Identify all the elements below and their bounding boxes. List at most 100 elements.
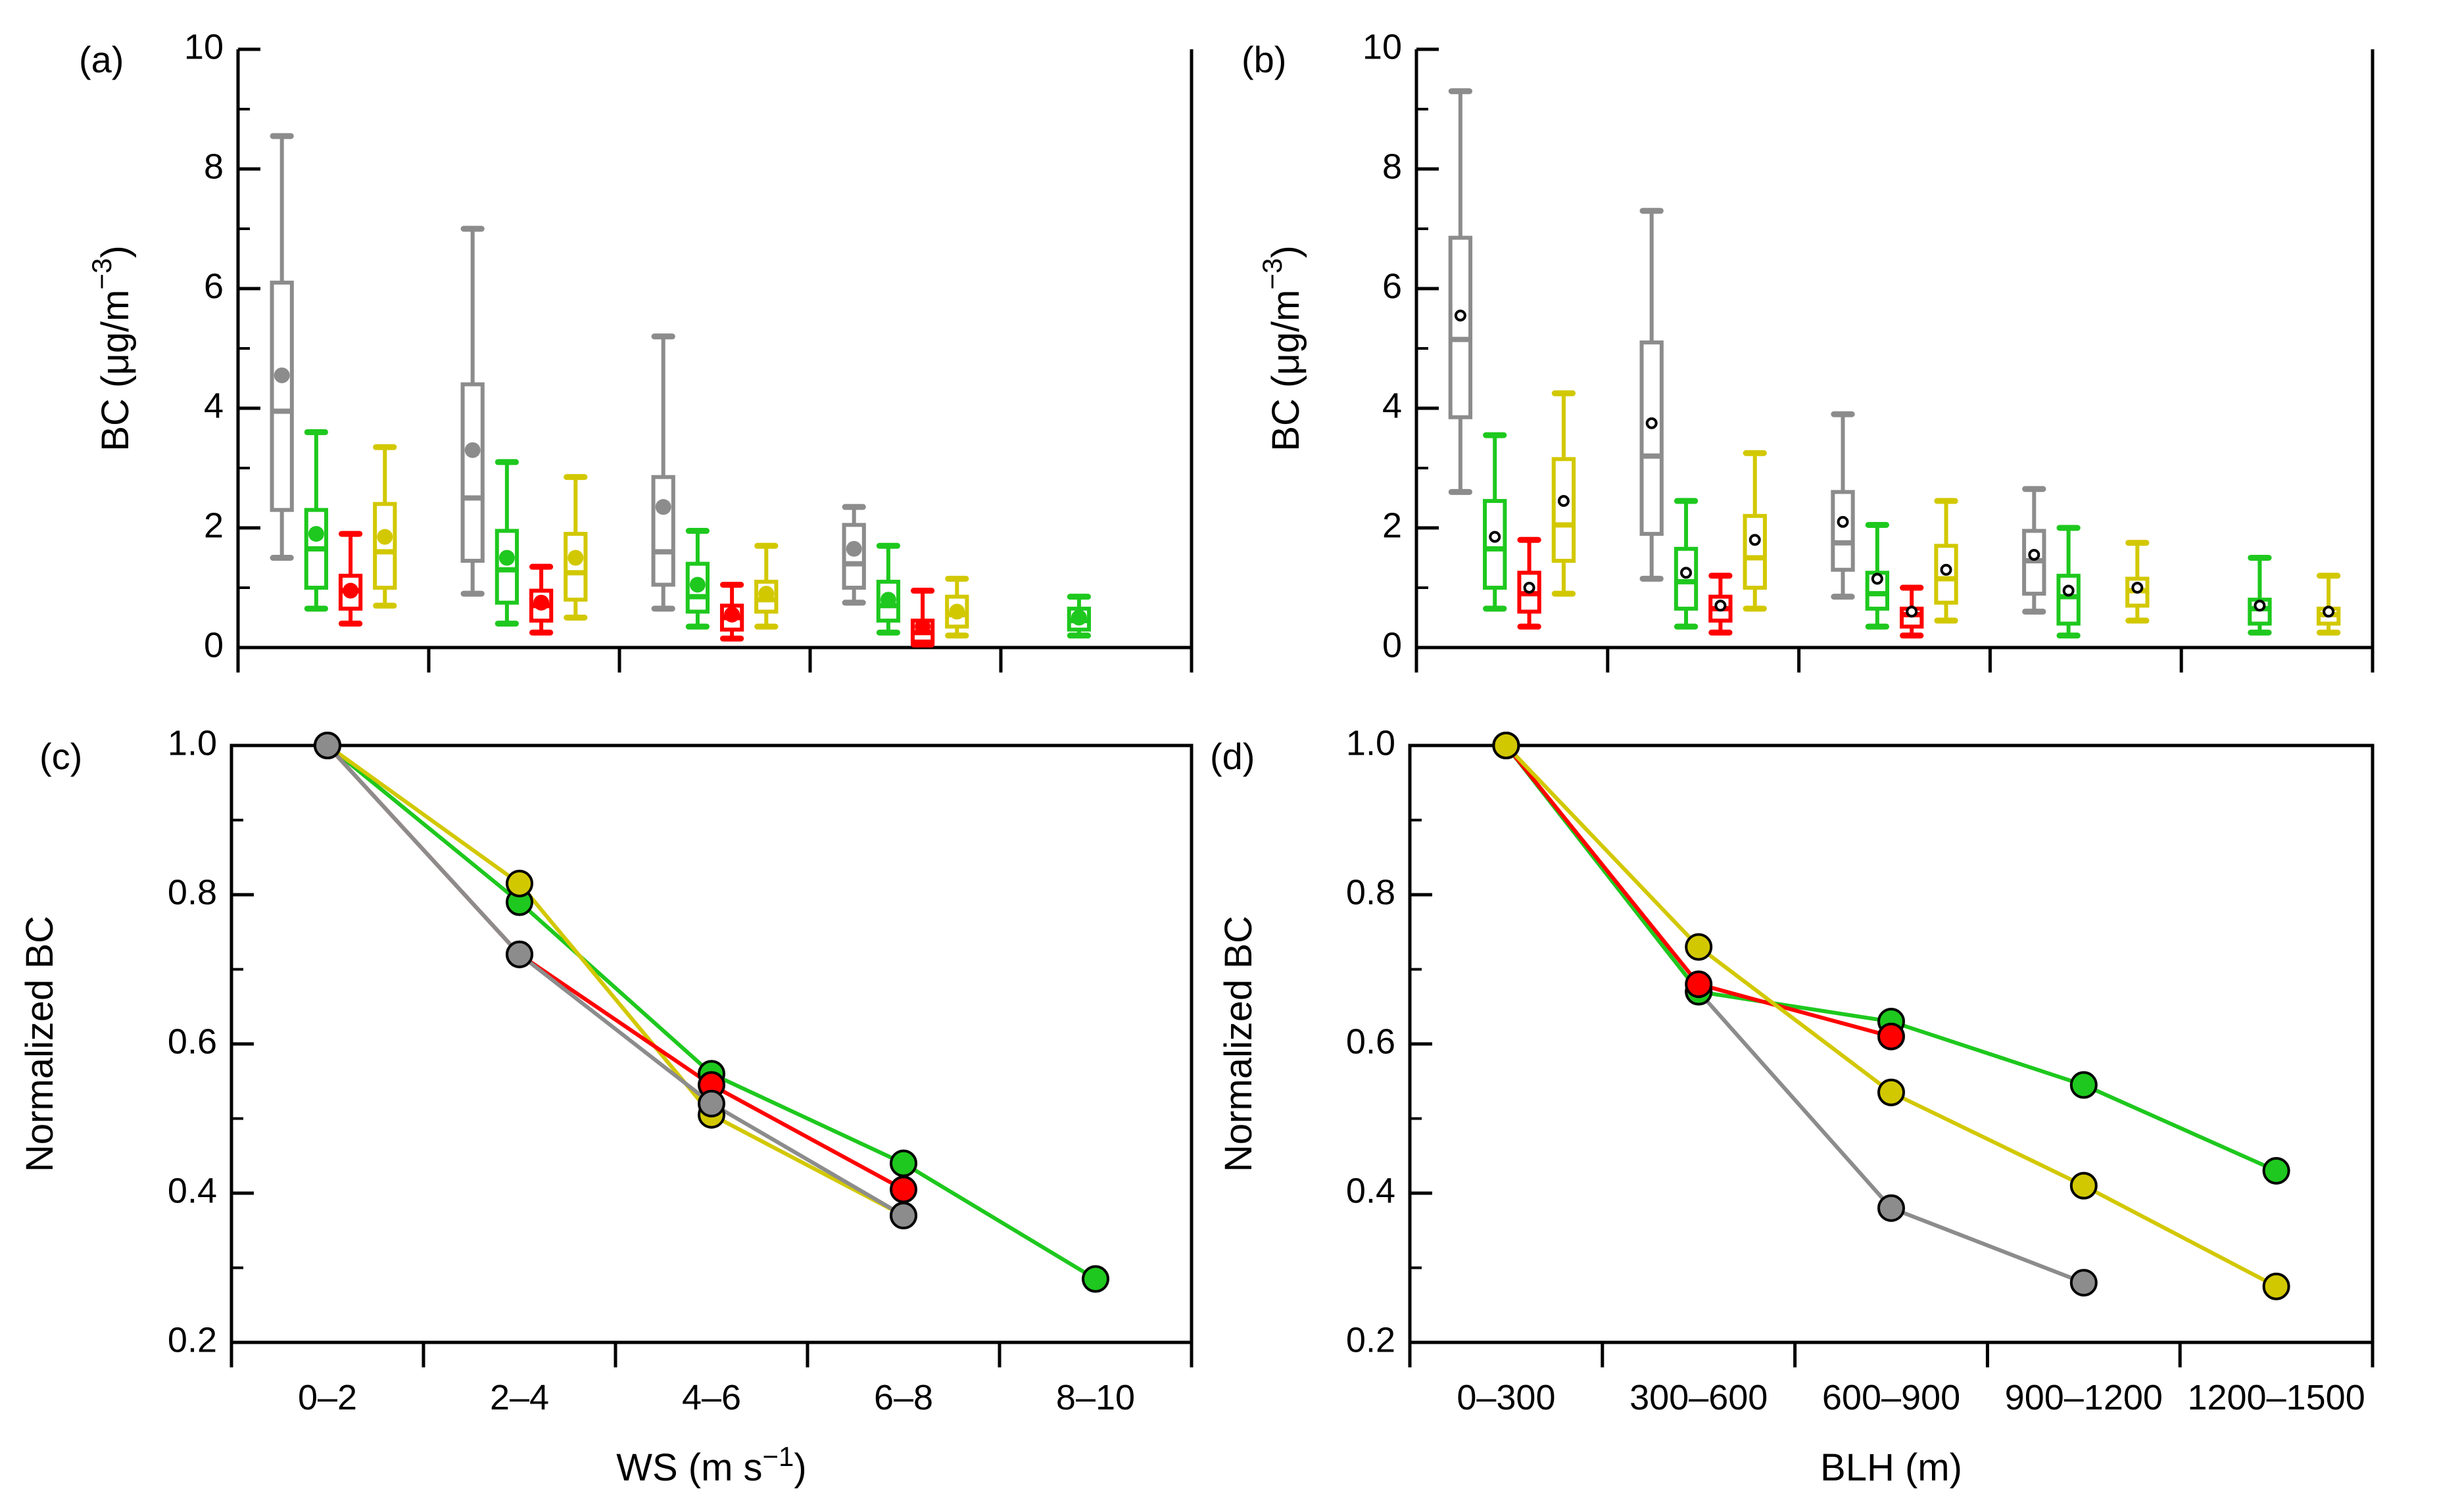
box-iqr	[2056, 573, 2081, 626]
box-s3-c4	[2316, 573, 2341, 636]
series-point-2	[1877, 1022, 1905, 1051]
series-point-0	[1082, 1265, 1109, 1293]
panel-label: (c)	[39, 736, 82, 777]
box-s3-c3	[2125, 540, 2150, 624]
x-axis-title: WS (m s−1)	[616, 1441, 807, 1489]
box-iqr	[1831, 490, 1855, 572]
box-s3-c0	[373, 444, 397, 609]
box-mean	[498, 550, 515, 566]
box-s1-c4	[2248, 555, 2272, 636]
y-tick-label: 4	[1382, 386, 1402, 425]
x-tick-label: 0–300	[1457, 1378, 1555, 1417]
y-axis-title-sup: −3	[1257, 258, 1288, 290]
box-mean	[1749, 534, 1761, 546]
y-axis-title-main: Normalized BC	[1217, 916, 1260, 1172]
box-mean	[689, 577, 706, 593]
box-s3-c2	[754, 542, 779, 630]
box-mean	[377, 529, 393, 545]
box-s0-c1	[460, 225, 485, 597]
box-s2-c3	[910, 588, 935, 648]
x-tick-label: 6–8	[874, 1378, 933, 1417]
box-s0-c2	[651, 333, 675, 612]
series-point-2	[1685, 970, 1713, 999]
series-point-3	[2069, 1171, 2098, 1200]
box-mean	[1837, 515, 1849, 528]
series-point-1	[506, 869, 533, 897]
box-s1-c0	[1483, 432, 1507, 612]
x-tick-label: 600–900	[1822, 1378, 1960, 1417]
box-iqr	[1483, 499, 1507, 590]
box-mean	[464, 442, 481, 458]
box-mean	[1489, 531, 1501, 543]
y-axis-title-main: Normalized BC	[18, 916, 61, 1172]
y-tick-label: 6	[204, 266, 224, 306]
box-s2-c0	[338, 531, 363, 627]
y-tick-label: 6	[1382, 266, 1402, 306]
box-iqr	[373, 502, 397, 590]
box-s1-c4	[1067, 594, 1092, 639]
box-mean	[2254, 600, 2266, 612]
x-tick-label: 0–2	[298, 1378, 357, 1417]
y-axis-title: BC (μg/m−3)	[86, 245, 137, 451]
box-s2-c0	[1517, 536, 1541, 630]
box-mean	[1557, 495, 1570, 508]
x-tick-label: 300–600	[1629, 1378, 1768, 1417]
series-point-3	[1685, 933, 1713, 961]
box-s3-c3	[945, 575, 969, 639]
y-tick-label: 10	[184, 27, 224, 66]
y-axis-title: Normalized BC	[1217, 916, 1260, 1172]
box-mean	[758, 586, 775, 602]
panel-a-boxplot-ws: (a) 0 2 4 6 8 10 BC (μg/m−3)	[79, 27, 1194, 673]
series-point-3	[890, 1202, 917, 1230]
y-axis-title-main: BC (μg/m	[1265, 290, 1307, 452]
series-point-1	[2069, 1071, 2098, 1099]
y-tick-label: 0.4	[1346, 1171, 1395, 1210]
box-s0-c3	[2022, 486, 2046, 615]
box-mean	[1071, 609, 1087, 626]
y-tick-label: 0.2	[168, 1320, 217, 1359]
box-s1-c1	[495, 459, 519, 627]
panel-c-normalized-ws: (c) 0.2 0.4 0.6 0.8 1.0 Normalized BC 0–2 2–4 4–6…	[18, 723, 1194, 1489]
box-s1-c3	[876, 542, 901, 636]
box-iqr	[460, 382, 485, 563]
series-point-3	[506, 940, 533, 968]
y-tick-label: 10	[1363, 27, 1402, 66]
panel-d-normalized-blh: (d) 0.2 0.4 0.6 0.8 1.0 Normalized BC 0–300 300–…	[1210, 723, 2375, 1489]
x-axis-title-main: BLH (m)	[1820, 1446, 1962, 1489]
box-mean	[915, 619, 931, 635]
x-tick-label: 1200–1500	[2187, 1378, 2365, 1417]
y-tick-label: 0.2	[1346, 1320, 1395, 1359]
box-iqr	[1743, 513, 1767, 590]
box-s0-c0	[270, 133, 294, 561]
box-mean	[2062, 584, 2075, 597]
box-mean	[533, 594, 550, 611]
box-mean	[2028, 548, 2040, 561]
y-axis-title-close: )	[1265, 245, 1307, 258]
y-tick-label: 0	[1382, 625, 1402, 665]
box-mean	[343, 582, 359, 599]
box-mean	[1680, 567, 1693, 579]
box-mean	[724, 606, 740, 623]
box-s3-c0	[1551, 390, 1576, 597]
y-tick-label: 0	[204, 625, 224, 665]
x-tick-label: 8–10	[1056, 1378, 1135, 1417]
panel-label: (b)	[1242, 39, 1286, 80]
box-mean	[1523, 582, 1535, 594]
y-tick-label: 0.4	[168, 1171, 217, 1210]
x-axis-title-main: WS (m s	[616, 1446, 762, 1489]
y-tick-label: 0.8	[168, 872, 217, 912]
y-axis-title-sup: −3	[86, 258, 117, 290]
box-s0-c1	[1639, 208, 1664, 582]
y-tick-label: 8	[1382, 147, 1402, 186]
series-line-1	[326, 744, 905, 1217]
box-s0-c2	[1831, 411, 1855, 600]
series-point-0	[2069, 1269, 2098, 1297]
box-mean	[655, 499, 671, 515]
box-s3-c1	[1743, 450, 1767, 612]
y-axis-title: Normalized BC	[18, 916, 61, 1172]
box-mean	[1645, 417, 1658, 429]
box-s3-c1	[564, 474, 588, 621]
panel-label: (a)	[79, 39, 124, 80]
y-axis-title-close: )	[94, 245, 137, 258]
